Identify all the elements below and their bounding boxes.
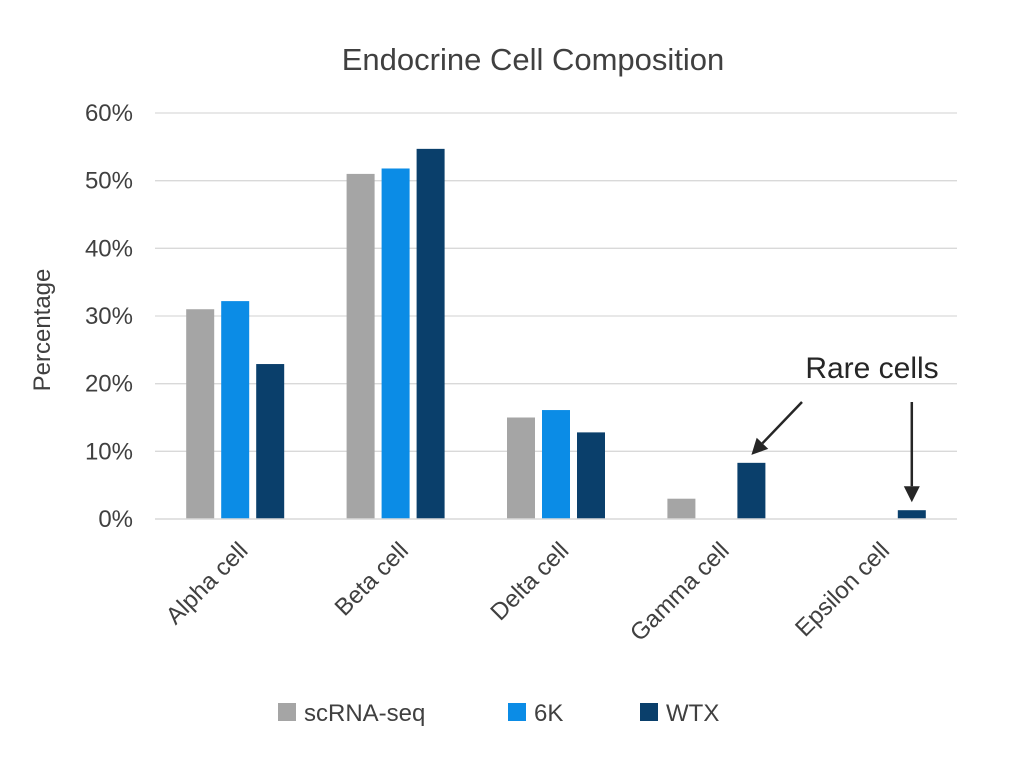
bar-scrna-seq-gamma-cell [667, 498, 696, 519]
legend: scRNA-seq 6K WTX [278, 700, 719, 727]
annotation-rare-cells: Rare cells [805, 352, 938, 385]
bar-wtx-gamma-cell [737, 462, 766, 519]
y-tick-label: 30% [85, 303, 133, 330]
legend-label: scRNA-seq [304, 700, 425, 727]
bar-wtx-delta-cell [577, 432, 605, 519]
bar-scrna-seq-beta-cell [346, 173, 375, 519]
y-axis-label: Percentage [29, 269, 56, 392]
bar-wtx-alpha-cell [256, 364, 285, 519]
category-labels: Alpha cell Beta cell Delta cell Gamma cell E… [161, 537, 895, 647]
bar-6k-delta-cell [542, 410, 570, 519]
gridlines [155, 112, 957, 452]
legend-label: 6K [534, 700, 563, 727]
y-tick-label: 50% [85, 168, 133, 195]
y-tick-label: 20% [85, 371, 133, 398]
y-tick-label: 10% [85, 438, 133, 465]
y-tick-label: 60% [85, 100, 133, 127]
legend-swatch [640, 703, 658, 721]
legend-swatch [508, 703, 526, 721]
category-label: Delta cell [485, 537, 574, 626]
legend-label: WTX [666, 700, 719, 727]
annotation-arrowhead [751, 437, 769, 455]
annotation-arrowhead [903, 486, 920, 503]
bar-wtx-epsilon-cell [897, 510, 926, 519]
bar-wtx-beta-cell [416, 148, 445, 519]
category-label: Beta cell [330, 537, 414, 621]
chart-title: Endocrine Cell Composition [342, 42, 725, 77]
y-tick-label: 0% [98, 506, 133, 533]
category-label: Epsilon cell [790, 537, 895, 642]
annotation-arrow [761, 401, 803, 445]
y-tick-label: 40% [85, 235, 133, 262]
y-tick-labels: 0% 10% 20% 30% 40% 50% 60% [85, 100, 133, 533]
category-label: Alpha cell [161, 537, 254, 630]
bar-scrna-seq-delta-cell [507, 417, 535, 519]
annotation: Rare cells [751, 352, 939, 503]
category-label: Gamma cell [625, 537, 735, 647]
bar-6k-alpha-cell [221, 301, 250, 519]
bar-scrna-seq-alpha-cell [186, 309, 215, 519]
bars [186, 148, 926, 519]
bar-6k-beta-cell [381, 168, 410, 519]
legend-swatch [278, 703, 296, 721]
